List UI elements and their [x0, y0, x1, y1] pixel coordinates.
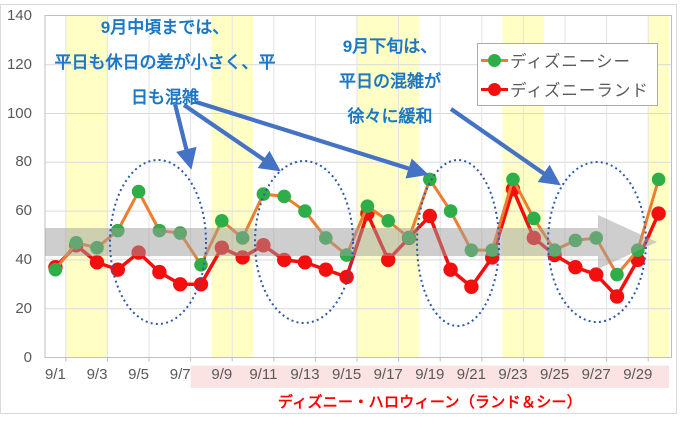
weekend-band — [65, 15, 108, 358]
x-axis-label: 9/23 — [498, 366, 528, 383]
annotation-arrow — [195, 99, 429, 179]
x-axis-label: 9/25 — [539, 366, 570, 383]
annotation-arrow — [172, 103, 197, 170]
y-axis-label: 20 — [15, 299, 32, 317]
x-axis-label: 9/13 — [290, 366, 320, 383]
highlight-ellipse — [416, 159, 500, 327]
annotation-arrow — [449, 107, 561, 186]
sea-marker — [651, 172, 666, 187]
sea-marker — [194, 257, 208, 272]
y-axis-label: 40 — [15, 250, 32, 268]
legend-label-land: ディズニーランド — [510, 82, 649, 100]
sea-marker — [215, 214, 229, 228]
legend-item-land: ディズニーランド — [481, 76, 657, 102]
annotation-latemonth-line2: 平日の混雑が — [339, 72, 441, 91]
x-axis-label: 9/19 — [415, 366, 445, 383]
y-axis-label: 60 — [15, 202, 32, 220]
land-marker — [152, 264, 167, 280]
land-marker — [443, 262, 458, 277]
sea-marker — [360, 199, 375, 214]
trend-arrow — [45, 215, 657, 269]
highlight-ellipse — [547, 161, 647, 323]
land-marker — [173, 277, 188, 292]
annotation-latemonth: 9月下旬は、 平日の混雑が 徐々に緩和 — [290, 29, 490, 134]
y-axis-label: 80 — [15, 153, 32, 171]
x-axis-label: 9/7 — [169, 366, 191, 383]
y-axis-label: 0 — [23, 348, 32, 366]
land-marker — [110, 262, 126, 277]
sea-marker — [48, 262, 63, 277]
sea-marker — [610, 267, 624, 282]
land-marker — [422, 208, 437, 224]
chart-legend: ディズニーシー ディズニーランド — [477, 43, 658, 106]
sea-marker — [506, 172, 520, 187]
event-period-band — [190, 365, 669, 388]
weekend-band — [357, 15, 420, 358]
annotation-latemonth-line1: 9月下旬は、 — [342, 37, 438, 56]
x-axis-label: 9/15 — [331, 366, 362, 383]
sea-marker — [527, 211, 541, 226]
land-marker — [297, 255, 313, 270]
highlight-ellipse — [254, 160, 354, 324]
land-marker — [651, 206, 666, 221]
x-axis-label: 9/5 — [128, 366, 150, 383]
sea-marker — [381, 214, 396, 228]
legend-item-sea: ディズニーシー — [481, 47, 657, 73]
halloween-event-caption: ディズニー・ハロウィーン（ランド＆シー） — [277, 394, 583, 411]
land-marker — [589, 267, 604, 282]
annotation-arrow — [182, 103, 281, 172]
sea-series-marker-icon — [481, 53, 508, 67]
sea-marker — [298, 204, 312, 218]
land-marker — [464, 279, 479, 294]
annotation-midmonth-line3: 日も混雑 — [131, 88, 199, 107]
x-axis-label: 9/21 — [456, 366, 486, 383]
x-axis-label: 9/3 — [86, 366, 108, 383]
y-axis-label: 120 — [6, 55, 32, 73]
y-axis-label: 140 — [6, 6, 32, 24]
x-axis-label: 9/11 — [249, 366, 278, 383]
annotation-latemonth-line3: 徐々に緩和 — [347, 107, 433, 126]
x-axis-label: 9/17 — [373, 366, 403, 383]
plot-border — [44, 15, 672, 358]
annotation-midmonth-line2: 平日も休日の差が小さく、平 — [54, 53, 276, 72]
land-marker — [277, 252, 292, 268]
land-marker — [568, 260, 583, 275]
sea-marker — [131, 184, 146, 199]
x-axis-label: 9/1 — [44, 366, 66, 383]
sea-marker — [443, 204, 458, 218]
chart-outer-border — [0, 4, 677, 414]
land-marker — [89, 255, 105, 270]
x-axis-label: 9/9 — [211, 366, 233, 383]
x-axis-label: 9/27 — [581, 366, 611, 383]
land-series-marker-icon — [481, 82, 508, 96]
sea-marker — [277, 189, 292, 204]
land-marker — [318, 262, 333, 277]
land-marker — [609, 289, 625, 304]
land-marker — [339, 269, 354, 285]
land-marker — [381, 252, 396, 268]
annotation-midmonth: 9月中頃までは、 平日も休日の差が小さく、平 日も混雑 — [25, 10, 305, 115]
highlight-ellipse — [109, 159, 207, 325]
legend-label-sea: ディズニーシー — [510, 53, 632, 71]
y-axis-label: 100 — [6, 104, 32, 122]
annotation-midmonth-line1: 9月中頃までは、 — [100, 18, 230, 37]
x-axis-label: 9/29 — [623, 366, 653, 383]
